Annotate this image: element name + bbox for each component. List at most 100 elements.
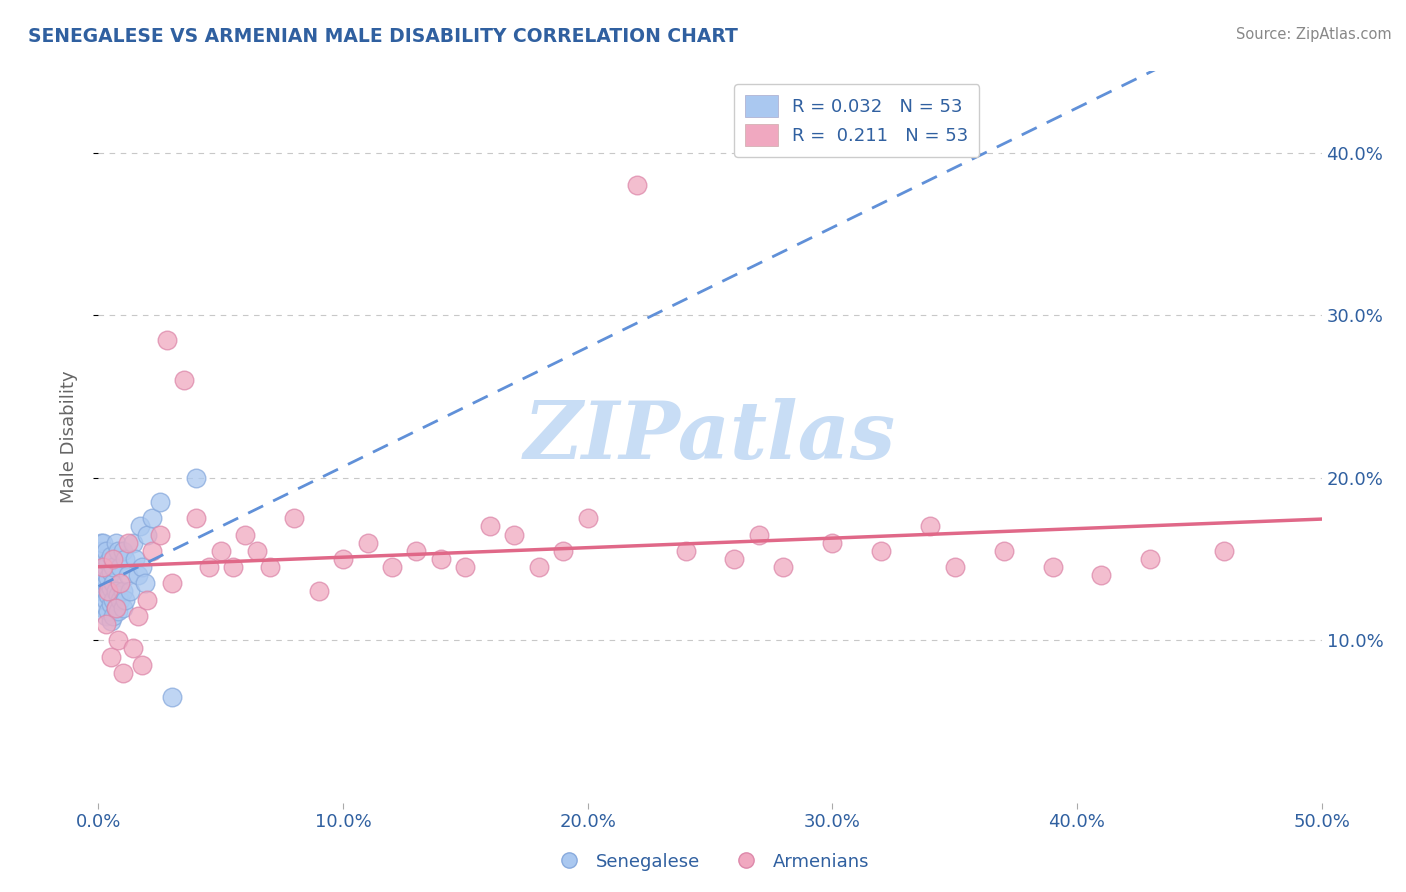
Point xyxy=(94,544,117,558)
Point xyxy=(356,535,378,549)
Text: ZIPatlas: ZIPatlas xyxy=(524,399,896,475)
Point xyxy=(626,178,648,193)
Point xyxy=(131,657,153,672)
Point xyxy=(90,544,112,558)
Legend: Senegalese, Armenians: Senegalese, Armenians xyxy=(544,846,876,878)
Point xyxy=(259,560,281,574)
Point xyxy=(124,552,146,566)
Point xyxy=(121,535,143,549)
Point xyxy=(149,527,172,541)
Point xyxy=(90,560,112,574)
Point xyxy=(134,576,156,591)
Point xyxy=(283,511,305,525)
Point xyxy=(97,572,120,586)
Point xyxy=(197,560,219,574)
Point xyxy=(209,544,232,558)
Point xyxy=(1139,552,1161,566)
Point xyxy=(920,519,942,533)
Point xyxy=(91,560,114,574)
Point xyxy=(405,544,427,558)
Point xyxy=(100,649,122,664)
Point xyxy=(91,600,114,615)
Point xyxy=(91,568,114,582)
Point xyxy=(748,527,770,541)
Point xyxy=(136,592,159,607)
Point xyxy=(246,544,269,558)
Point xyxy=(104,600,127,615)
Point xyxy=(111,544,134,558)
Point xyxy=(101,608,124,623)
Point xyxy=(1042,560,1064,574)
Point xyxy=(553,544,575,558)
Point xyxy=(129,519,152,533)
Point xyxy=(723,552,745,566)
Point xyxy=(381,560,404,574)
Point xyxy=(90,576,112,591)
Point xyxy=(141,511,163,525)
Point xyxy=(160,690,183,705)
Point xyxy=(91,552,114,566)
Point xyxy=(100,581,122,595)
Point xyxy=(186,511,208,525)
Point xyxy=(136,527,159,541)
Point xyxy=(100,549,122,563)
Point xyxy=(131,560,153,574)
Point xyxy=(1090,568,1112,582)
Point xyxy=(173,373,195,387)
Point xyxy=(478,519,501,533)
Point xyxy=(308,584,330,599)
Point xyxy=(94,576,117,591)
Point xyxy=(100,598,122,612)
Point xyxy=(100,565,122,579)
Point xyxy=(94,592,117,607)
Point xyxy=(97,555,120,569)
Point xyxy=(156,333,179,347)
Point xyxy=(222,560,245,574)
Point xyxy=(870,544,893,558)
Point xyxy=(110,576,132,591)
Point xyxy=(104,584,127,599)
Point xyxy=(120,584,142,599)
Point xyxy=(90,535,112,549)
Point xyxy=(94,560,117,574)
Point xyxy=(943,560,966,574)
Point xyxy=(233,527,256,541)
Point xyxy=(114,552,136,566)
Point xyxy=(107,633,129,648)
Point xyxy=(121,641,143,656)
Point xyxy=(111,665,134,680)
Point xyxy=(503,527,526,541)
Point xyxy=(160,576,183,591)
Text: SENEGALESE VS ARMENIAN MALE DISABILITY CORRELATION CHART: SENEGALESE VS ARMENIAN MALE DISABILITY C… xyxy=(28,27,738,45)
Point xyxy=(576,511,599,525)
Point xyxy=(821,535,844,549)
Y-axis label: Male Disability: Male Disability xyxy=(59,371,77,503)
Point xyxy=(141,544,163,558)
Point xyxy=(127,568,149,582)
Point xyxy=(100,614,122,628)
Point xyxy=(117,568,139,582)
Point xyxy=(91,535,114,549)
Point xyxy=(772,560,794,574)
Point xyxy=(114,592,136,607)
Point xyxy=(993,544,1015,558)
Point xyxy=(454,560,477,574)
Point xyxy=(107,544,129,558)
Point xyxy=(97,604,120,618)
Point xyxy=(101,560,124,574)
Point xyxy=(101,552,124,566)
Point xyxy=(117,535,139,549)
Point xyxy=(104,600,127,615)
Point xyxy=(110,592,132,607)
Point xyxy=(186,471,208,485)
Point xyxy=(94,608,117,623)
Point xyxy=(97,584,120,599)
Point xyxy=(1212,544,1234,558)
Point xyxy=(332,552,354,566)
Point xyxy=(675,544,697,558)
Text: Source: ZipAtlas.com: Source: ZipAtlas.com xyxy=(1236,27,1392,42)
Point xyxy=(149,495,172,509)
Point xyxy=(110,560,132,574)
Point xyxy=(107,588,129,602)
Point xyxy=(104,535,127,549)
